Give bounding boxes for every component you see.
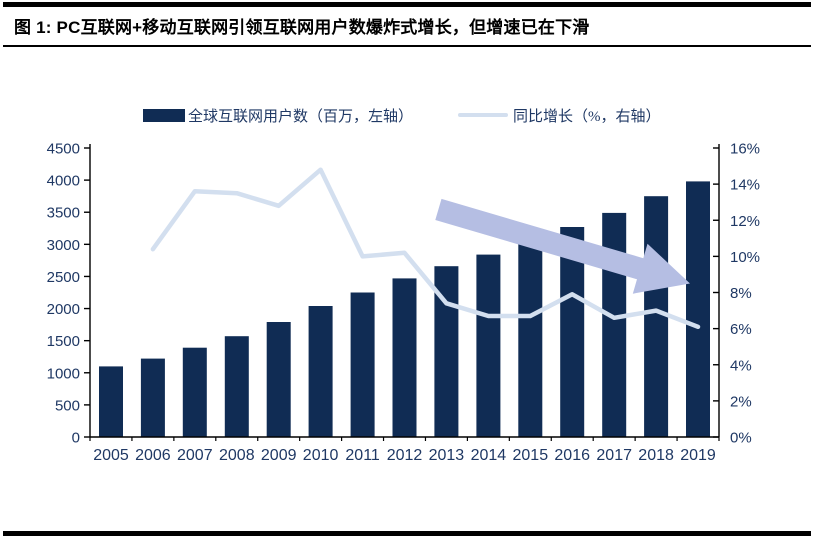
right-tick-label-2%: 2%	[730, 393, 752, 410]
line-series-label: 同比增长（%，右轴）	[513, 108, 661, 125]
x-label-2018: 2018	[638, 447, 674, 464]
bar-2018	[644, 196, 669, 437]
right-tick-label-4%: 4%	[730, 357, 752, 374]
bar-2009	[266, 322, 291, 437]
bar-2019	[686, 181, 710, 437]
right-tick-label-8%: 8%	[730, 285, 752, 302]
top-divider	[3, 2, 811, 7]
line-series-swatch	[458, 113, 508, 117]
bar-2008	[224, 336, 249, 437]
x-label-2015: 2015	[513, 447, 549, 464]
growth-line	[150, 167, 701, 330]
left-tick-label-0: 0	[72, 430, 80, 447]
x-label-2008: 2008	[219, 447, 255, 464]
x-label-2009: 2009	[261, 447, 297, 464]
right-tick-label-0%: 0%	[730, 430, 752, 447]
x-label-2014: 2014	[471, 447, 507, 464]
left-tick-label-3500: 3500	[47, 205, 80, 222]
x-label-2007: 2007	[177, 447, 213, 464]
legend-item-users: 全球互联网用户数（百万，左轴）	[143, 102, 413, 128]
right-tick-label-16%: 16%	[730, 141, 760, 158]
x-label-2012: 2012	[387, 447, 423, 464]
left-tick-label-1000: 1000	[47, 365, 80, 382]
bar-2005	[99, 366, 123, 437]
bar-2014	[476, 254, 501, 437]
x-label-2005: 2005	[93, 447, 129, 464]
x-label-2013: 2013	[429, 447, 465, 464]
x-label-2019: 2019	[680, 447, 716, 464]
chart-legend: 全球互联网用户数（百万，左轴） 同比增长（%，右轴）	[0, 102, 814, 128]
x-label-2017: 2017	[596, 447, 632, 464]
x-label-2011: 2011	[345, 447, 380, 464]
title-divider	[3, 45, 811, 47]
bar-2010	[308, 306, 333, 437]
x-label-2016: 2016	[554, 447, 590, 464]
bar-2007	[182, 347, 207, 437]
page-title: 图 1: PC互联网+移动互联网引领互联网用户数爆炸式增长，但增速已在下滑	[14, 18, 590, 37]
right-tick-label-14%: 14%	[730, 177, 760, 194]
bar-2017	[602, 212, 627, 437]
bar-2015	[518, 243, 543, 437]
combo-chart: 0 500 1000 1500 2000 2500 3000 3500 4000 4500 0% 2%…	[47, 141, 760, 465]
declining-trend-arrow	[435, 198, 690, 294]
left-tick-label-4000: 4000	[47, 173, 80, 190]
bar-series-swatch	[143, 108, 185, 122]
bar-2011	[350, 292, 375, 437]
left-tick-label-1500: 1500	[47, 333, 80, 350]
bar-series-label: 全球互联网用户数（百万，左轴）	[188, 108, 414, 125]
legend-item-growth: 同比增长（%，右轴）	[458, 102, 661, 128]
left-tick-label-2000: 2000	[47, 301, 80, 318]
x-label-2010: 2010	[303, 447, 339, 464]
left-tick-label-500: 500	[55, 397, 80, 414]
bar-2006	[140, 358, 165, 437]
left-tick-label-3000: 3000	[47, 237, 80, 254]
left-tick-label-2500: 2500	[47, 269, 80, 286]
right-tick-label-10%: 10%	[730, 249, 760, 266]
x-label-2006: 2006	[135, 447, 171, 464]
bar-2012	[392, 278, 417, 437]
bottom-divider	[3, 531, 811, 536]
left-tick-label-4500: 4500	[47, 141, 80, 158]
right-tick-label-12%: 12%	[730, 213, 760, 230]
right-tick-label-6%: 6%	[730, 321, 752, 338]
